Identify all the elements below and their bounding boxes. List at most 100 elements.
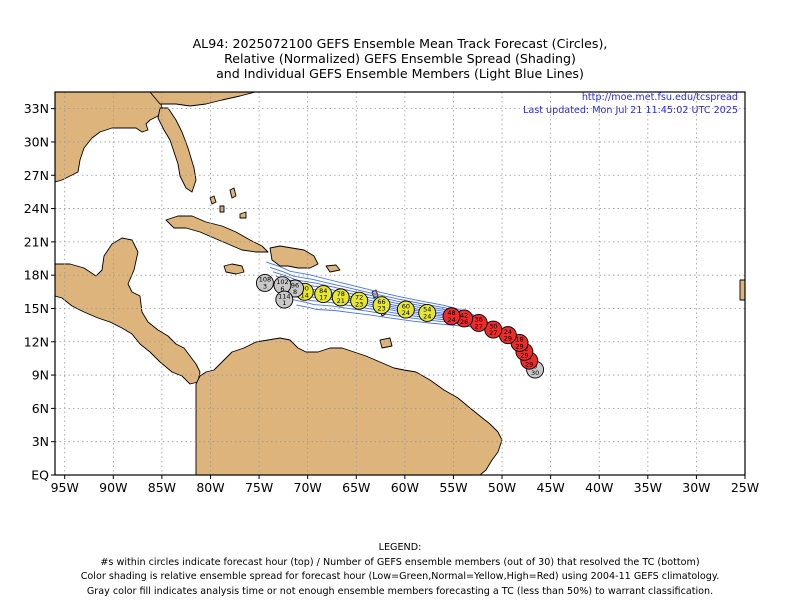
legend: LEGEND: #s within circles indicate forec… bbox=[0, 541, 800, 599]
member-count-label: 27 bbox=[489, 329, 497, 337]
source-url: http://moe.met.fsu.edu/tcspread bbox=[582, 92, 738, 103]
cuba-island bbox=[165, 215, 269, 253]
hispaniola-island bbox=[269, 245, 319, 269]
legend-line-2: Color shading is relative ensemble sprea… bbox=[80, 571, 720, 582]
track-circle-fill bbox=[418, 303, 437, 322]
lat-tick-label: 12N bbox=[24, 334, 49, 349]
lon-tick-label: 35W bbox=[634, 480, 662, 495]
track-circle-fill bbox=[484, 320, 503, 339]
lon-tick-label: 70W bbox=[294, 480, 322, 495]
title-line-3: and Individual GEFS Ensemble Members (Li… bbox=[216, 66, 584, 81]
forecast-hour-label: 96 bbox=[291, 281, 299, 289]
lat-tick-label: 9N bbox=[32, 368, 49, 383]
mean-track-circles: 0306291229182924293027362742264824542460… bbox=[255, 273, 545, 379]
forecast-hour-label: 60 bbox=[402, 302, 410, 310]
legend-heading: LEGEND: bbox=[378, 542, 422, 553]
land-masses bbox=[55, 92, 745, 475]
track-circle-fill bbox=[331, 288, 350, 307]
member-count-label: 27 bbox=[475, 323, 483, 331]
member-count-label: 21 bbox=[337, 297, 345, 305]
florida-peninsula bbox=[157, 107, 197, 193]
lon-tick-label: 65W bbox=[342, 480, 370, 495]
member-count-label: 29 bbox=[520, 351, 528, 359]
lon-tick-label: 25W bbox=[731, 480, 759, 495]
member-count-label: 8 bbox=[293, 288, 297, 296]
member-count-label: 24 bbox=[402, 309, 410, 317]
forecast-hour-label: 24 bbox=[504, 328, 512, 336]
puerto-rico-island bbox=[325, 264, 341, 273]
lon-tick-label: 95W bbox=[51, 480, 79, 495]
forecast-hour-label: 114 bbox=[278, 292, 290, 300]
member-count-label: 26 bbox=[460, 318, 468, 326]
lon-tick-label: 90W bbox=[99, 480, 127, 495]
track-circle-fill bbox=[396, 300, 415, 319]
forecast-hour-label: 30 bbox=[489, 322, 497, 330]
lat-tick-label: EQ bbox=[31, 468, 49, 483]
lat-tick-label: 33N bbox=[24, 101, 49, 116]
lat-tick-label: 18N bbox=[24, 268, 49, 283]
lat-tick-label: 27N bbox=[24, 168, 49, 183]
lat-lon-grid bbox=[55, 92, 745, 475]
chart-title: AL94: 2025072100 GEFS Ensemble Mean Trac… bbox=[0, 36, 800, 81]
lat-tick-label: 3N bbox=[32, 434, 49, 449]
track-circle-fill bbox=[314, 285, 333, 303]
forecast-hour-label: 66 bbox=[377, 298, 385, 306]
member-count-label: 29 bbox=[504, 335, 512, 343]
bahamas-island-2 bbox=[219, 205, 225, 213]
mexico-central-america-land bbox=[55, 237, 201, 385]
track-circle-fill bbox=[442, 307, 461, 326]
trinidad-island bbox=[379, 337, 393, 349]
member-count-label: 14 bbox=[301, 291, 309, 299]
track-circle-fill bbox=[255, 273, 274, 292]
bahamas-island-1 bbox=[209, 195, 217, 205]
legend-line-3: Gray color fill indicates analysis time … bbox=[86, 585, 714, 597]
lat-tick-label: 6N bbox=[32, 401, 49, 416]
track-circle-fill bbox=[372, 296, 391, 315]
title-line-1: AL94: 2025072100 GEFS Ensemble Mean Trac… bbox=[192, 36, 608, 51]
forecast-hour-label: 102 bbox=[276, 278, 288, 286]
member-count-label: 24 bbox=[447, 316, 455, 324]
lon-tick-label: 75W bbox=[245, 480, 273, 495]
lon-tick-label: 60W bbox=[391, 480, 419, 495]
plot-frame bbox=[54, 91, 746, 476]
forecast-hour-label: 84 bbox=[319, 287, 327, 295]
axis-ticks: 95W 90W 85W 80W 75W 70W 65W 60W 55W 50W 45W 40W 35W 3… bbox=[24, 101, 759, 495]
lon-tick-label: 50W bbox=[488, 480, 516, 495]
forecast-hour-label: 36 bbox=[475, 316, 483, 324]
forecast-hour-label: 48 bbox=[447, 309, 455, 317]
lat-tick-label: 24N bbox=[24, 201, 49, 216]
lat-tick-label: 30N bbox=[24, 134, 49, 149]
member-count-label: 3 bbox=[263, 283, 267, 291]
member-count-label: 29 bbox=[525, 360, 533, 368]
legend-line-1: #s within circles indicate forecast hour… bbox=[100, 556, 700, 568]
bahamas-island-3 bbox=[229, 187, 237, 199]
member-count-label: 1 bbox=[282, 299, 286, 307]
member-count-label: 24 bbox=[423, 313, 431, 321]
forecast-hour-label: 108 bbox=[259, 276, 271, 284]
lon-tick-label: 45W bbox=[537, 480, 565, 495]
forecast-hour-label: 72 bbox=[355, 294, 363, 302]
jamaica-island bbox=[223, 263, 245, 275]
lon-tick-label: 80W bbox=[196, 480, 224, 495]
us-southeast-coast bbox=[149, 92, 256, 107]
lon-tick-label: 40W bbox=[585, 480, 613, 495]
title-line-2: Relative (Normalized) GEFS Ensemble Spre… bbox=[224, 51, 576, 66]
lon-tick-label: 30W bbox=[682, 480, 710, 495]
forecast-hour-label: 18 bbox=[515, 336, 523, 344]
lat-tick-label: 15N bbox=[24, 301, 49, 316]
member-count-label: 6 bbox=[280, 285, 284, 293]
forecast-hour-label: 54 bbox=[423, 306, 431, 314]
lon-tick-label: 55W bbox=[439, 480, 467, 495]
member-count-label: 30 bbox=[531, 369, 539, 377]
track-circle-fill bbox=[275, 290, 294, 309]
